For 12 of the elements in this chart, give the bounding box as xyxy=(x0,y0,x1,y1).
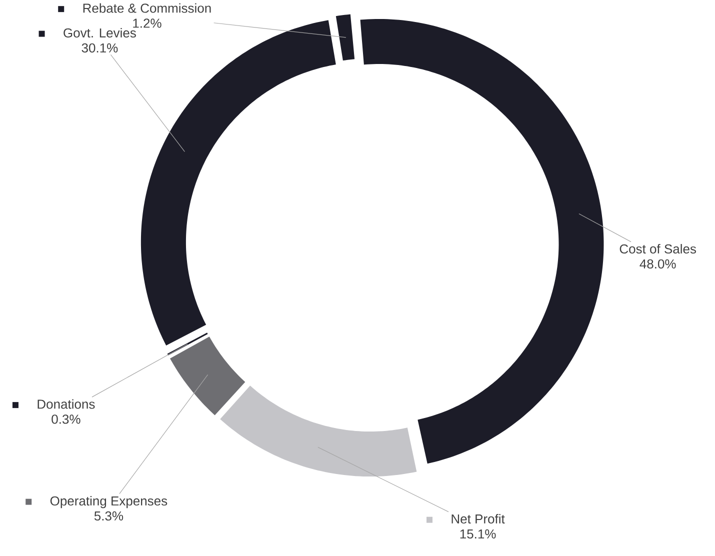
data-label: 30.1% xyxy=(82,43,118,53)
legend-label: Govt. Levies xyxy=(64,28,136,38)
legend-label: Operating Expenses xyxy=(50,496,168,508)
legend-label: Net Profit xyxy=(452,514,505,524)
data-label: 15.1% xyxy=(460,529,496,539)
data-label: 48.0% xyxy=(640,259,676,269)
data-label: 0.3% xyxy=(52,414,80,424)
slice-label: Cost of Sales xyxy=(620,244,696,254)
data-label: 1.2% xyxy=(133,18,162,28)
legend-label: Donations xyxy=(38,399,95,409)
data-label: 5.3% xyxy=(94,511,124,521)
legend-label: Rebate & Commission xyxy=(83,3,211,13)
